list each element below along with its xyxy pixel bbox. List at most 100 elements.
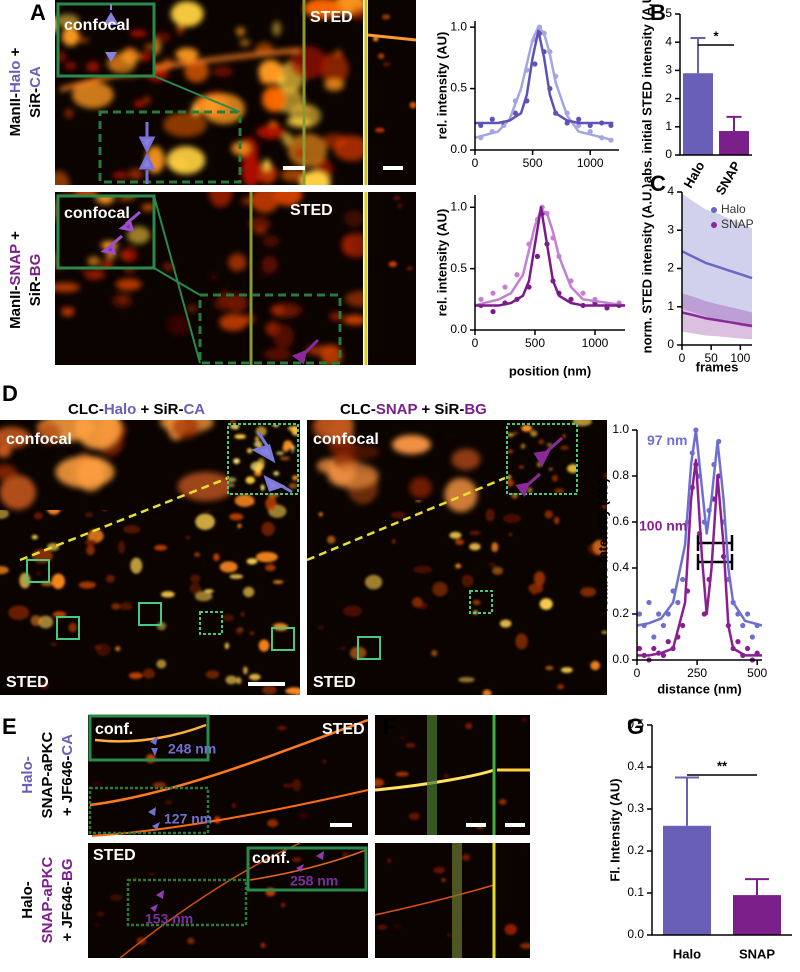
image-feature <box>61 26 80 47</box>
panel-letter: F <box>383 714 396 739</box>
image-feature <box>224 642 230 650</box>
legend-marker <box>711 222 717 228</box>
image-feature <box>115 278 142 291</box>
image-feature <box>273 471 280 476</box>
row-label: Halo- <box>19 881 36 919</box>
image-feature <box>241 196 256 206</box>
image-feature <box>508 432 515 438</box>
x-tick-label: 0 <box>472 156 479 170</box>
image-feature <box>462 853 471 861</box>
y-tick-label: 1 <box>667 299 674 313</box>
image-feature <box>160 591 175 598</box>
image-feature <box>0 464 17 480</box>
data-point <box>512 110 518 116</box>
y-tick-label: 3 <box>667 222 674 236</box>
inset-frame <box>88 714 210 762</box>
chart: 0 1 2 3 4 0 50 100 norm. STED intensity (A.U.) fr… <box>639 184 753 375</box>
image-feature <box>78 581 96 589</box>
image-feature <box>364 574 383 590</box>
image-feature <box>58 51 67 63</box>
legend-label: SNAP <box>721 217 754 231</box>
image-feature <box>141 203 154 212</box>
annotation: 100 nm <box>639 517 687 533</box>
y-tick-label: 4 <box>665 34 672 48</box>
roi <box>26 559 50 583</box>
data-point <box>514 272 520 278</box>
x-tick-label: SNAP <box>713 158 744 197</box>
image-feature <box>39 681 49 690</box>
image-feature <box>260 942 266 949</box>
image-feature <box>257 163 278 184</box>
image-feature <box>154 544 168 551</box>
image-feature <box>502 514 521 523</box>
image-feature <box>539 598 553 610</box>
y-tick-label: 0.5 <box>450 81 467 95</box>
image-feature <box>544 510 553 519</box>
y-tick-label: 0 <box>667 337 674 351</box>
image-feature <box>280 902 286 908</box>
image-feature <box>444 477 478 513</box>
micrograph <box>375 715 530 835</box>
x-tick-label: 250 <box>687 666 707 680</box>
image-feature <box>164 800 173 805</box>
image-feature <box>254 440 263 448</box>
legend-label: Halo <box>721 202 746 216</box>
image-feature <box>317 625 325 630</box>
image-feature <box>261 521 275 537</box>
image-feature <box>254 436 260 442</box>
image-feature <box>285 687 300 695</box>
y-tick-label: 0.4 <box>627 759 644 773</box>
image-feature <box>143 95 151 105</box>
data-point <box>744 645 751 652</box>
inset-frame <box>227 423 299 495</box>
image-feature <box>87 529 104 543</box>
image-feature <box>526 487 533 493</box>
image-feature <box>243 666 248 675</box>
image-feature <box>342 852 348 858</box>
chart: 0 1 2 3 4 5 abs. initial STED intensity (A.U.)… <box>639 0 752 198</box>
x-tick-label: 100 <box>730 351 750 365</box>
data-point <box>680 576 686 583</box>
image-feature <box>233 458 240 465</box>
size-label: 248 nm <box>168 741 216 757</box>
row-label: ManII-SNAP + <box>7 231 24 329</box>
y-axis-title: relative intensity (AU) <box>595 478 610 612</box>
image-feature <box>392 539 396 544</box>
filament <box>374 768 495 792</box>
y-tick-label: 1.0 <box>450 19 467 33</box>
image-content <box>0 420 234 510</box>
image-feature <box>261 256 278 274</box>
image-feature <box>263 158 271 172</box>
image-feature <box>603 472 607 479</box>
image-label: STED <box>310 9 353 26</box>
zoom-box <box>98 110 242 184</box>
x-axis-title: frames <box>696 359 739 374</box>
image-feature <box>393 924 402 930</box>
error-bar <box>690 36 706 74</box>
image-feature <box>458 677 475 683</box>
micrograph <box>508 425 576 493</box>
image-feature <box>194 591 213 602</box>
image-feature <box>292 856 302 863</box>
y-axis-title: rel. intensity (AU) <box>434 32 449 140</box>
image-feature <box>185 535 191 540</box>
image-feature <box>340 646 347 651</box>
image-feature <box>312 420 353 442</box>
x-axis-title: position (nm) <box>509 363 591 378</box>
y-tick-label: 5 <box>665 6 672 20</box>
image-feature <box>0 475 36 510</box>
y-tick-label: 0.8 <box>612 468 629 482</box>
image-feature <box>533 571 546 586</box>
image-feature <box>235 628 243 635</box>
image-feature <box>122 525 141 534</box>
micrographs <box>0 0 607 959</box>
image-feature <box>209 274 218 280</box>
image-feature <box>381 14 391 20</box>
image-feature <box>68 622 77 633</box>
image-feature <box>71 81 114 109</box>
image-feature <box>84 269 106 280</box>
image-feature <box>248 216 271 232</box>
image-feature <box>152 782 167 789</box>
image-feature <box>0 444 12 458</box>
image-feature <box>289 46 328 80</box>
